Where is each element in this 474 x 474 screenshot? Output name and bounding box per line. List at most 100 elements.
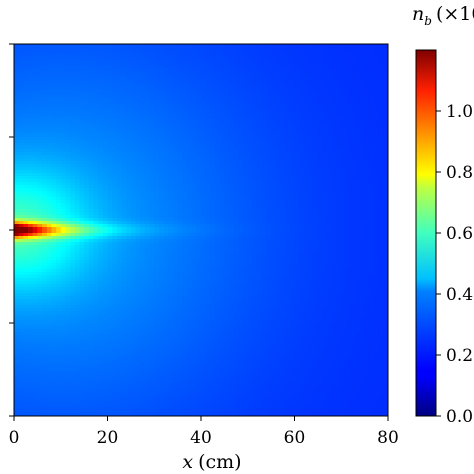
heatmap-cell — [163, 68, 169, 72]
heatmap-cell — [210, 200, 216, 204]
heatmap-cell — [126, 107, 132, 111]
heatmap-cell — [196, 194, 202, 198]
heatmap-cell — [341, 71, 347, 75]
heatmap-cell — [177, 158, 183, 162]
heatmap-cell — [65, 212, 71, 216]
heatmap-cell — [98, 53, 104, 57]
heatmap-cell — [303, 89, 310, 93]
heatmap-cell — [238, 167, 244, 171]
heatmap-cell — [28, 77, 34, 81]
heatmap-cell — [359, 146, 366, 150]
heatmap-cell — [51, 137, 57, 141]
heatmap-cell — [163, 146, 169, 150]
heatmap-cell — [266, 212, 272, 216]
heatmap-cell — [60, 209, 67, 213]
heatmap-cell — [275, 113, 282, 117]
heatmap-cell — [308, 80, 314, 84]
heatmap-cell — [243, 188, 249, 192]
heatmap-cell — [116, 128, 123, 132]
heatmap-cell — [182, 131, 188, 135]
heatmap-cell — [182, 176, 188, 180]
heatmap-cell — [266, 227, 272, 231]
heatmap-cell — [252, 158, 258, 162]
heatmap-cell — [266, 194, 272, 198]
heatmap-cell — [196, 146, 202, 150]
heatmap-cell — [102, 98, 109, 102]
heatmap-cell — [313, 89, 319, 93]
heatmap-cell — [369, 59, 375, 63]
heatmap-cell — [135, 62, 141, 66]
heatmap-cell — [373, 167, 380, 171]
heatmap-cell — [350, 176, 356, 180]
heatmap-cell — [345, 128, 352, 132]
heatmap-cell — [42, 101, 48, 105]
heatmap-cell — [238, 200, 244, 204]
heatmap-cell — [331, 206, 338, 210]
heatmap-cell — [172, 86, 179, 90]
heatmap-cell — [93, 224, 99, 228]
heatmap-cell — [359, 50, 366, 54]
heatmap-cell — [93, 215, 99, 219]
heatmap-cell — [219, 95, 225, 99]
heatmap-cell — [322, 74, 328, 78]
heatmap-cell — [191, 140, 197, 144]
heatmap-cell — [229, 59, 235, 63]
heatmap-cell — [121, 164, 127, 168]
heatmap-cell — [60, 50, 67, 54]
heatmap-cell — [84, 92, 90, 96]
heatmap-cell — [18, 218, 24, 222]
heatmap-cell — [327, 155, 333, 159]
heatmap-cell — [98, 227, 104, 231]
heatmap-cell — [14, 149, 20, 153]
heatmap-cell — [378, 92, 384, 96]
heatmap-cell — [345, 59, 352, 63]
heatmap-cell — [126, 173, 132, 177]
heatmap-cell — [378, 191, 384, 195]
heatmap-cell — [243, 131, 249, 135]
heatmap-cell — [252, 68, 258, 72]
heatmap-cell — [215, 191, 221, 195]
heatmap-cell — [224, 209, 230, 213]
heatmap-cell — [18, 83, 24, 87]
heatmap-cell — [135, 50, 141, 54]
heatmap-cell — [23, 113, 29, 117]
heatmap-cell — [42, 68, 48, 72]
heatmap-cell — [163, 95, 169, 99]
heatmap-cell — [28, 176, 34, 180]
heatmap-cell — [126, 131, 132, 135]
heatmap-cell — [70, 230, 76, 234]
heatmap-cell — [158, 227, 165, 231]
heatmap-cell — [205, 170, 211, 174]
heatmap-cell — [252, 188, 258, 192]
heatmap-cell — [126, 209, 132, 213]
heatmap-cell — [229, 47, 235, 51]
heatmap-cell — [121, 80, 127, 84]
heatmap-cell — [46, 56, 52, 60]
heatmap-cell — [271, 152, 277, 156]
heatmap-cell — [345, 179, 352, 183]
heatmap-cell — [79, 191, 85, 195]
heatmap-cell — [233, 77, 239, 81]
heatmap-cell — [42, 116, 48, 120]
heatmap-cell — [56, 74, 62, 78]
heatmap-cell — [331, 101, 338, 105]
heatmap-cell — [383, 125, 388, 129]
heatmap-cell — [154, 146, 160, 150]
heatmap-cell — [247, 155, 254, 159]
heatmap-cell — [93, 77, 99, 81]
heatmap-cell — [135, 92, 141, 96]
heatmap-cell — [168, 125, 174, 129]
heatmap-cell — [140, 200, 146, 204]
heatmap-cell — [168, 158, 174, 162]
heatmap-cell — [303, 134, 310, 138]
heatmap-cell — [186, 227, 193, 231]
heatmap-cell — [56, 119, 62, 123]
heatmap-cell — [56, 53, 62, 57]
heatmap-cell — [140, 164, 146, 168]
heatmap-cell — [42, 170, 48, 174]
heatmap-cell — [182, 185, 188, 189]
heatmap-cell — [327, 74, 333, 78]
heatmap-cell — [112, 191, 118, 195]
heatmap-cell — [373, 149, 380, 153]
heatmap-cell — [98, 158, 104, 162]
